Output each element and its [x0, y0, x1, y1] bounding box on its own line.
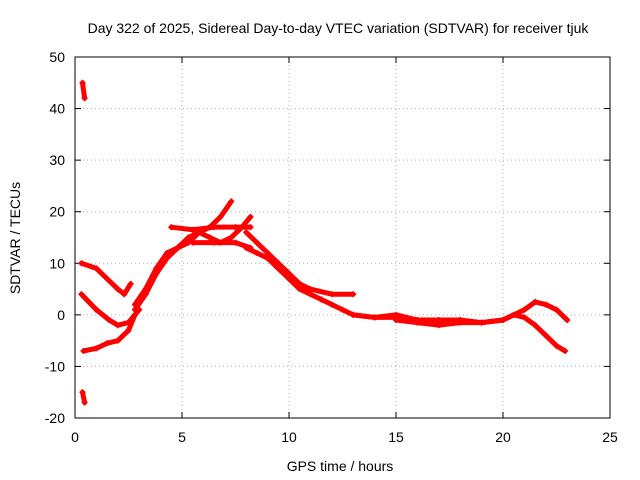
y-tick-label: 20 — [49, 204, 65, 220]
chart-title: Day 322 of 2025, Sidereal Day-to-day VTE… — [88, 20, 590, 36]
series-bottom-isolated — [79, 389, 88, 406]
y-tick-label: -20 — [45, 410, 65, 426]
plot-border — [74, 56, 611, 419]
trace-segment — [78, 260, 99, 271]
trace-segment — [414, 320, 442, 328]
series-decline-1 — [243, 229, 357, 298]
y-tick-label: 0 — [57, 307, 65, 323]
y-tick-label: 10 — [49, 255, 65, 271]
y-tick-label: 40 — [49, 101, 65, 117]
series-upper-arc — [78, 260, 134, 298]
trace-segment — [153, 255, 170, 277]
trace-segment — [79, 80, 88, 101]
trace-segment — [190, 224, 217, 233]
trace-segment — [168, 224, 196, 233]
x-tick-label: 5 — [178, 429, 186, 445]
trace-segment — [393, 312, 420, 323]
trace-segment — [153, 250, 170, 271]
trace-segment — [554, 307, 570, 323]
trace-segment — [436, 320, 463, 328]
x-tick-label: 0 — [71, 429, 79, 445]
trace-segment — [121, 281, 134, 297]
x-tick-label: 15 — [388, 429, 404, 445]
trace-segment — [393, 317, 420, 326]
trace-segment — [79, 389, 88, 406]
y-tick-label: 50 — [49, 49, 65, 65]
trace-segment — [132, 291, 149, 313]
x-axis-label: GPS time / hours — [287, 458, 394, 474]
grid-lines — [75, 57, 610, 418]
trace-segment — [143, 265, 159, 292]
trace-segment — [307, 286, 335, 297]
trace-segment — [218, 198, 234, 220]
trace-segment — [350, 312, 378, 320]
x-tick-label: 20 — [495, 429, 511, 445]
plot-frame — [74, 56, 611, 419]
y-tick-label: 30 — [49, 152, 65, 168]
trace-segment — [93, 307, 112, 323]
x-tick-label: 10 — [281, 429, 297, 445]
trace-segment — [126, 312, 138, 333]
trace-segment — [78, 291, 99, 313]
series-flat-tail-2 — [393, 311, 569, 354]
trace-segment — [554, 343, 568, 354]
y-tick-label: -10 — [45, 358, 65, 374]
series-decline-2 — [243, 244, 399, 321]
trace-segment — [132, 286, 149, 308]
plot-area — [78, 79, 571, 406]
x-tick-label: 25 — [602, 429, 618, 445]
series-plateau — [168, 224, 254, 233]
axis-ticks: 0 5 10 15 20 25 -20 -10 0 10 20 30 40 50 — [45, 49, 618, 445]
trace-segment — [372, 312, 399, 320]
trace-segment — [479, 317, 506, 326]
y-axis-label: SDTVAR / TECUs — [7, 182, 23, 294]
series-lower-arc — [80, 311, 138, 354]
series-top-isolated — [79, 79, 88, 102]
